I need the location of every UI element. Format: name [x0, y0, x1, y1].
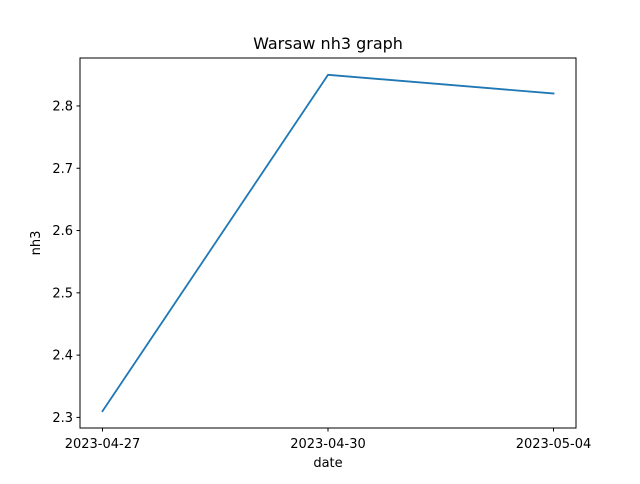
x-tick-label: 2023-04-27: [65, 437, 141, 452]
y-axis-label: nh3: [29, 231, 44, 256]
y-tick-label: 2.8: [52, 99, 73, 114]
x-tick-label: 2023-05-04: [516, 437, 592, 452]
y-tick-label: 2.7: [52, 162, 73, 177]
y-tick-label: 2.5: [52, 286, 73, 301]
y-tick-label: 2.6: [52, 224, 73, 239]
x-tick-label: 2023-04-30: [290, 437, 366, 452]
x-axis-label: date: [313, 456, 342, 471]
chart-title: Warsaw nh3 graph: [253, 34, 403, 53]
y-tick-label: 2.3: [52, 411, 73, 426]
y-tick-label: 2.4: [52, 349, 73, 364]
